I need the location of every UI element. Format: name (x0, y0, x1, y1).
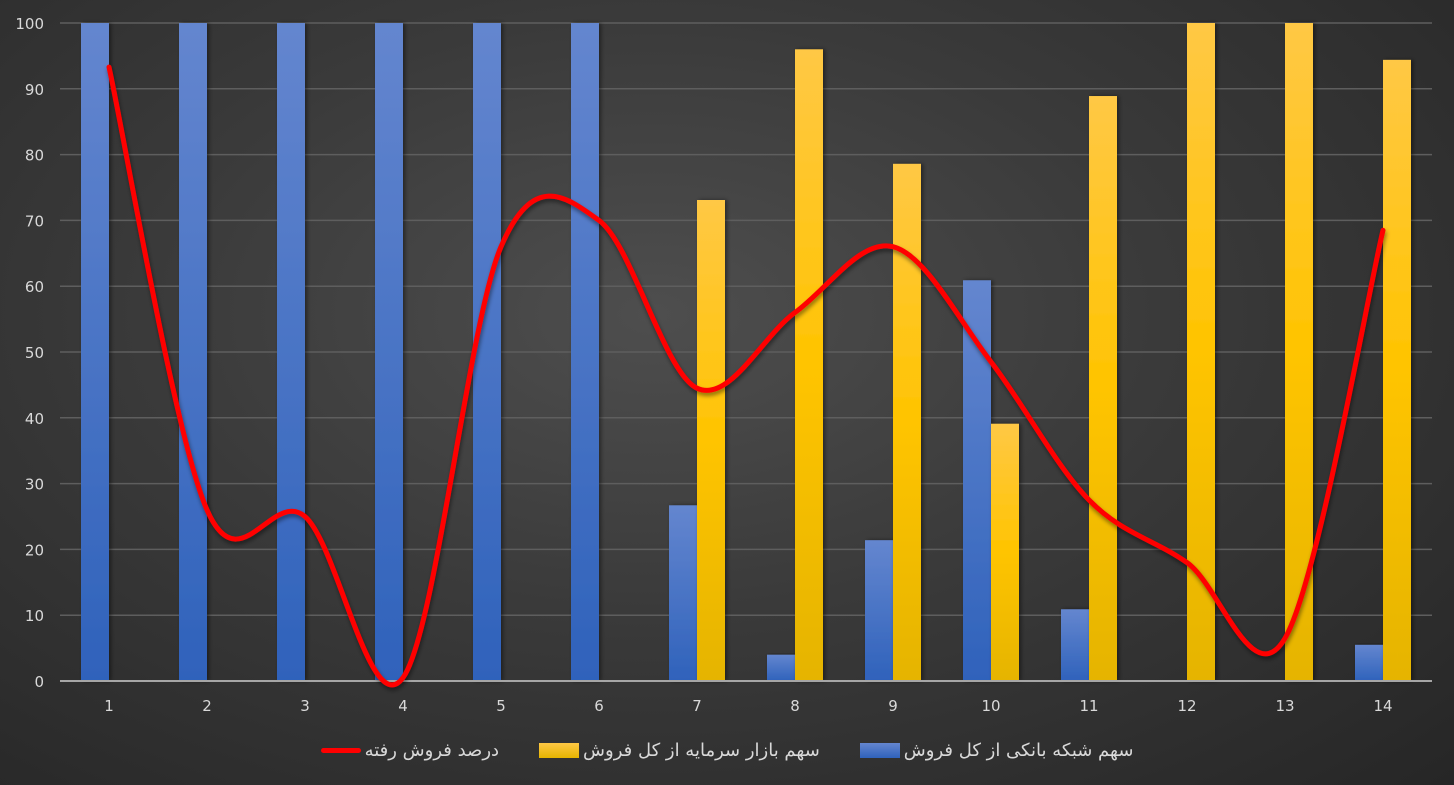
y-tick-label: 50 (25, 344, 44, 362)
line-series (106, 64, 1386, 688)
bar (963, 280, 991, 681)
bar (473, 23, 501, 681)
y-tick-label: 0 (34, 673, 44, 691)
x-tick-label: 14 (1373, 697, 1392, 715)
legend-item-capital-market-share: سهم بازار سرمایه از کل فروش (539, 740, 820, 761)
bar (991, 423, 1019, 681)
legend-item-sold-percent: درصد فروش رفته (320, 739, 500, 761)
x-tick-label: 10 (981, 697, 1000, 715)
x-tick-label: 3 (300, 697, 310, 715)
y-tick-label: 40 (25, 410, 44, 428)
x-axis: 1 2 3 4 5 6 7 8 9 10 11 12 13 14 (60, 680, 1432, 715)
legend-swatch-line-icon (320, 747, 361, 753)
x-tick-label: 6 (594, 697, 604, 715)
y-tick-label: 70 (25, 212, 44, 230)
x-tick-label: 1 (104, 697, 114, 715)
bar (179, 23, 207, 681)
legend-label: سهم شبکه بانکی از کل فروش (903, 739, 1134, 761)
bar (81, 23, 109, 681)
x-tick-label: 11 (1079, 697, 1098, 715)
y-tick-label: 60 (25, 278, 44, 296)
bar (697, 200, 725, 681)
bar-series (81, 23, 1411, 681)
x-tick-label: 9 (888, 697, 898, 715)
bar (767, 654, 795, 681)
bar (1061, 609, 1089, 681)
bar (571, 23, 599, 681)
legend-item-bank-share: سهم شبکه بانکی از کل فروش (859, 739, 1134, 761)
bar (1089, 96, 1117, 681)
x-tick-label: 2 (202, 697, 212, 715)
legend-label: سهم بازار سرمایه از کل فروش (583, 739, 820, 761)
bar (669, 505, 697, 681)
x-tick-label: 8 (790, 697, 800, 715)
y-tick-label: 80 (25, 147, 44, 165)
bar (277, 23, 305, 681)
x-tick-label: 12 (1177, 697, 1196, 715)
y-tick-label: 90 (25, 81, 44, 99)
bar (865, 540, 893, 681)
bar (1285, 23, 1313, 681)
x-tick-label: 7 (692, 697, 702, 715)
bar (1187, 23, 1215, 681)
y-tick-label: 100 (15, 15, 44, 33)
bar (893, 163, 921, 681)
y-axis: 0 10 20 30 40 50 60 70 80 90 100 (15, 15, 44, 691)
y-tick-label: 20 (25, 541, 44, 559)
x-tick-label: 4 (398, 697, 408, 715)
legend: سهم شبکه بانکی از کل فروش سهم بازار سرما… (0, 735, 1454, 765)
sold-percent-line (106, 64, 1386, 688)
bar (795, 49, 823, 681)
bar (1355, 644, 1383, 681)
y-tick-label: 10 (25, 607, 44, 625)
x-tick-label: 13 (1275, 697, 1294, 715)
y-tick-label: 30 (25, 476, 44, 494)
legend-swatch-yellow-icon (539, 742, 580, 758)
bar (375, 23, 403, 681)
x-tick-label: 5 (496, 697, 506, 715)
bar (1383, 59, 1411, 681)
legend-label: درصد فروش رفته (364, 739, 500, 761)
legend-swatch-blue-icon (859, 742, 900, 758)
